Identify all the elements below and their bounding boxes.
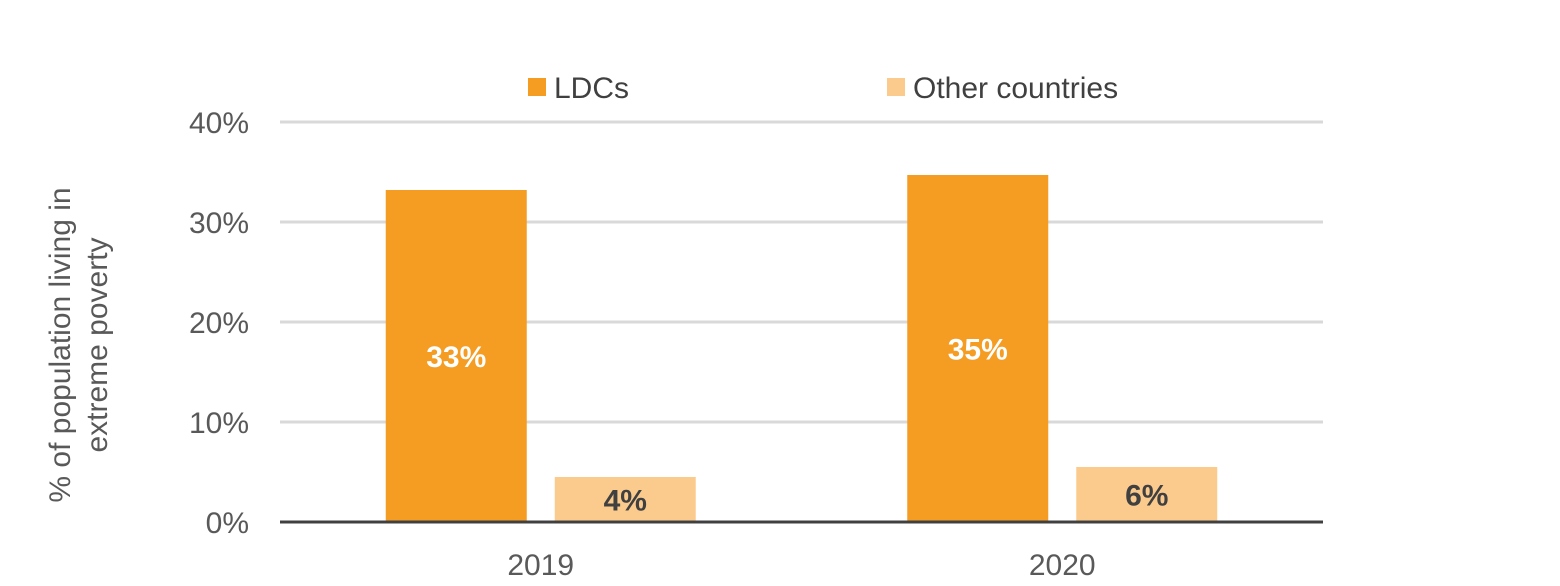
y-tick-label: 30% [189, 207, 249, 240]
y-tick-label: 20% [189, 307, 249, 340]
y-tick-label: 40% [189, 107, 249, 140]
y-axis-title-text: % of population living in extreme poverty [44, 187, 114, 502]
bar-ldcs-2019 [385, 190, 527, 522]
data-label: 35% [948, 334, 1008, 367]
bars: 33% 4% 35% 6% [385, 175, 1218, 522]
y-axis-title-line: % of population living in [44, 187, 77, 502]
x-tick-label: 2020 [1029, 549, 1096, 582]
legend-label: LDCs [554, 72, 629, 105]
y-axis-title-line: extreme poverty [81, 237, 114, 452]
y-tick-label: 10% [189, 407, 249, 440]
y-tick-label: 0% [206, 507, 249, 540]
x-axis: 2019 2020 [280, 520, 1323, 582]
y-axis-title: % of population living in extreme poverty [44, 187, 114, 502]
x-tick-label: 2019 [507, 549, 574, 582]
legend-swatch-ldcs [528, 78, 546, 96]
legend-swatch-other-countries [887, 78, 905, 96]
data-label: 4% [604, 485, 647, 518]
legend-label: Other countries [913, 72, 1118, 105]
data-label: 33% [426, 341, 486, 374]
bar-other-countries-2019 [554, 477, 696, 522]
legend: LDCs Other countries [528, 72, 1118, 105]
bar-ldcs-2020 [907, 175, 1049, 522]
y-axis-ticks: 0% 10% 20% 30% 40% [189, 107, 249, 540]
bar-other-countries-2020 [1076, 467, 1218, 522]
data-label: 6% [1125, 480, 1168, 513]
